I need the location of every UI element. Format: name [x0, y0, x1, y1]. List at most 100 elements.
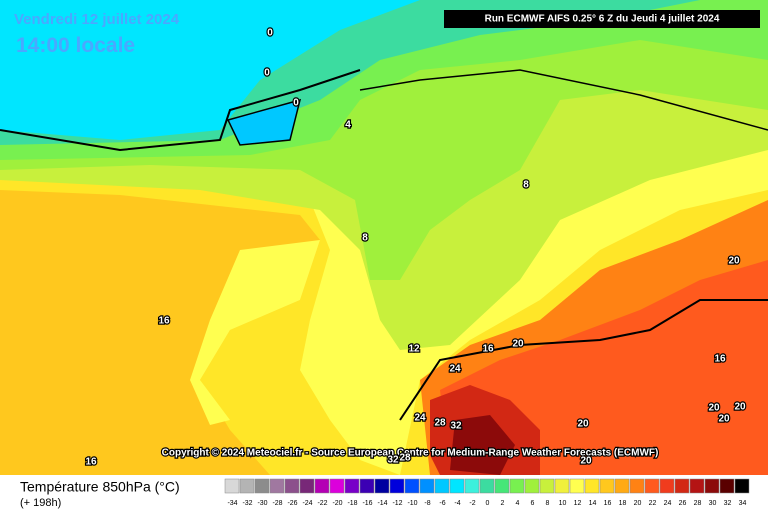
scale-box — [479, 478, 495, 494]
scale-box — [509, 478, 525, 494]
scale-box — [299, 478, 315, 494]
scale-box — [239, 478, 255, 494]
scale-box — [734, 478, 750, 494]
contour-label: 24 — [414, 413, 426, 424]
scale-label: -12 — [392, 500, 402, 507]
contour-label: 20 — [512, 339, 524, 350]
band-32 — [450, 415, 515, 475]
scale-box — [314, 478, 330, 494]
scale-label: 2 — [501, 500, 505, 507]
contour-label: 0 — [267, 28, 273, 39]
scale-box — [554, 478, 570, 494]
scale-box — [569, 478, 585, 494]
scale-box — [719, 478, 735, 494]
contour-label: 20 — [580, 456, 592, 467]
scale-label: -14 — [377, 500, 387, 507]
scale-box — [614, 478, 630, 494]
iceland-area — [226, 98, 302, 146]
scale-box — [644, 478, 660, 494]
scale-label: 20 — [634, 500, 642, 507]
run-box — [444, 10, 760, 28]
scale-label: 12 — [574, 500, 582, 507]
scale-label: 8 — [546, 500, 550, 507]
scale-box — [389, 478, 405, 494]
contour-label: 4 — [345, 120, 351, 131]
run-info: Run ECMWF AIFS 0.25° 6 Z du Jeudi 4 juil… — [485, 14, 720, 25]
scale-box — [539, 478, 555, 494]
scale-box — [659, 478, 675, 494]
scale-label: -28 — [272, 500, 282, 507]
contour-label: 12 — [408, 344, 420, 355]
contour-line — [0, 69, 361, 152]
scale-box — [359, 478, 375, 494]
contour-label: 28 — [434, 418, 446, 429]
scale-box — [599, 478, 615, 494]
scale-label: 24 — [664, 500, 672, 507]
scale-label: 28 — [694, 500, 702, 507]
scale-label: 34 — [739, 500, 747, 507]
scale-label: 6 — [531, 500, 535, 507]
contour-label: 8 — [523, 180, 529, 191]
scale-label: -26 — [287, 500, 297, 507]
contour-label: 0 — [293, 98, 299, 109]
contour-label: 16 — [714, 354, 726, 365]
scale-label: -32 — [242, 500, 252, 507]
scale-box — [254, 478, 270, 494]
local-time: 14:00 locale — [16, 34, 135, 57]
scale-label: -22 — [317, 500, 327, 507]
band-12 — [190, 240, 320, 425]
scale-label: -4 — [454, 500, 460, 507]
scale-label: 14 — [589, 500, 597, 507]
contour-label: 16 — [85, 457, 97, 468]
footer-title: Température 850hPa (°C) — [20, 479, 180, 495]
contour-label: 20 — [577, 419, 589, 430]
scale-box — [434, 478, 450, 494]
scale-label: 18 — [619, 500, 627, 507]
scale-box — [464, 478, 480, 494]
scale-label: 16 — [604, 500, 612, 507]
scale-box — [269, 478, 285, 494]
scale-box — [689, 478, 705, 494]
scale-box — [419, 478, 435, 494]
contour-label: 20 — [708, 403, 720, 414]
contour-label: 0 — [264, 68, 270, 79]
scale-box — [704, 478, 720, 494]
scale-box — [524, 478, 540, 494]
scale-label: -30 — [257, 500, 267, 507]
scale-label: -18 — [347, 500, 357, 507]
contour-label: 32 — [387, 455, 399, 466]
scale-label: 30 — [709, 500, 717, 507]
contour-label: 20 — [718, 414, 730, 425]
scale-box — [494, 478, 510, 494]
scale-box — [674, 478, 690, 494]
contour-label: 24 — [449, 364, 461, 375]
scale-label: -8 — [424, 500, 430, 507]
scale-label: -20 — [332, 500, 342, 507]
lead-time: (+ 198h) — [20, 497, 61, 509]
contour-label: 16 — [482, 344, 494, 355]
scale-box — [584, 478, 600, 494]
scale-label: -34 — [227, 500, 237, 507]
scale-box — [374, 478, 390, 494]
scale-label: -6 — [439, 500, 445, 507]
contour-label: 32 — [450, 421, 462, 432]
scale-box — [629, 478, 645, 494]
scale-label: 26 — [679, 500, 687, 507]
contour-label: 16 — [158, 316, 170, 327]
scale-label: -10 — [407, 500, 417, 507]
scale-label: 0 — [486, 500, 490, 507]
scale-label: -24 — [302, 500, 312, 507]
scale-box — [344, 478, 360, 494]
scale-label: 32 — [724, 500, 732, 507]
scale-label: 4 — [516, 500, 520, 507]
scale-box — [224, 478, 240, 494]
date: Vendredi 12 juillet 2024 — [14, 11, 180, 28]
scale-label: 10 — [559, 500, 567, 507]
copyright: Copyright © 2024 Meteociel.fr - Source E… — [162, 448, 659, 459]
scale-box — [404, 478, 420, 494]
scale-box — [329, 478, 345, 494]
contour-label: 28 — [399, 453, 411, 464]
contour-line — [399, 299, 768, 421]
scale-label: -16 — [362, 500, 372, 507]
